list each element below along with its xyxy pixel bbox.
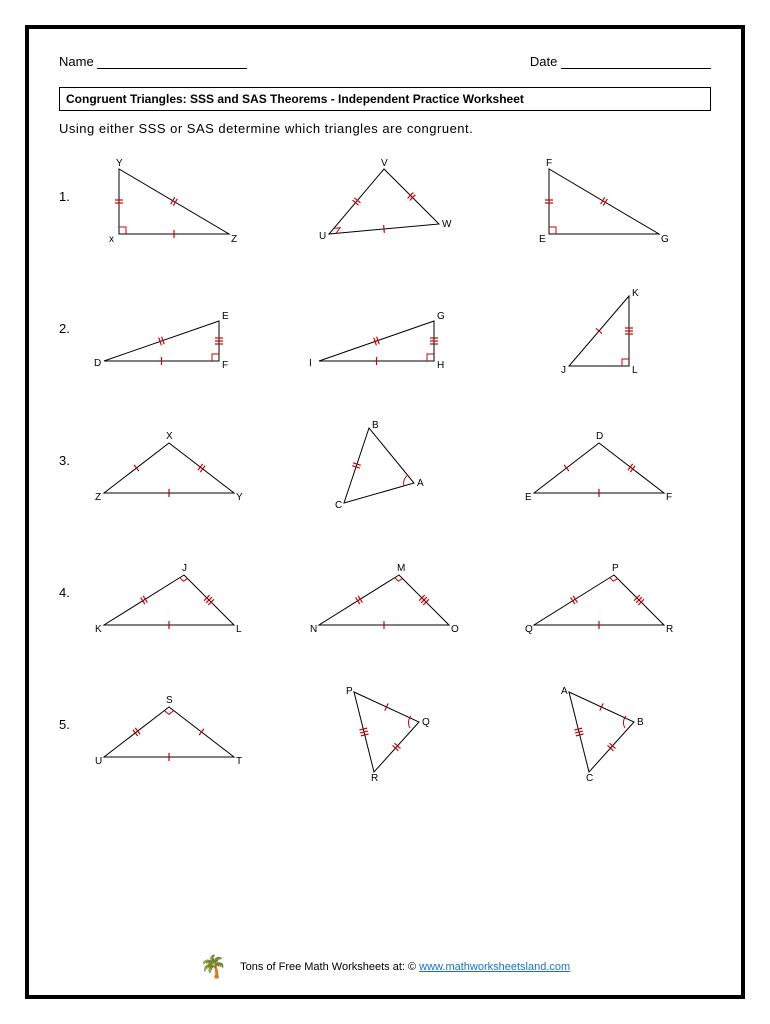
svg-text:T: T [236, 756, 242, 767]
svg-text:A: A [417, 478, 424, 489]
svg-text:O: O [451, 624, 459, 635]
problem-number: 5. [59, 682, 89, 732]
svg-text:I: I [309, 358, 312, 369]
triangle-diagram: V U W [304, 154, 464, 254]
palm-icon: 🌴 [200, 954, 227, 979]
triangle-group: X Z Y B A C D E F [89, 418, 711, 518]
svg-text:D: D [94, 358, 101, 369]
svg-text:R: R [666, 624, 673, 635]
problem-number: 3. [59, 418, 89, 468]
triangle-diagram: A B C [519, 682, 679, 782]
svg-text:B: B [372, 420, 379, 431]
svg-text:Q: Q [422, 717, 430, 728]
problem-row: 4. J K L M N O P Q R [59, 550, 711, 650]
triangle-group: Yx Z V U W F E G [89, 154, 711, 254]
svg-text:K: K [95, 624, 102, 635]
svg-text:F: F [222, 360, 228, 371]
svg-text:E: E [539, 234, 546, 245]
svg-text:G: G [661, 234, 669, 245]
date-field: Date [530, 54, 711, 69]
svg-text:H: H [437, 360, 444, 371]
svg-text:Z: Z [231, 234, 237, 245]
svg-text:E: E [525, 492, 532, 503]
svg-text:Y: Y [116, 158, 123, 169]
problem-row: 5. S U T P Q R A B C [59, 682, 711, 782]
triangle-diagram: X Z Y [89, 418, 249, 518]
svg-text:F: F [666, 492, 672, 503]
problem-number: 1. [59, 154, 89, 204]
svg-text:Y: Y [236, 492, 243, 503]
triangle-diagram: D E F [519, 418, 679, 518]
svg-text:S: S [166, 695, 173, 706]
name-blank[interactable] [97, 57, 247, 69]
svg-text:x: x [109, 234, 114, 245]
svg-text:J: J [561, 365, 566, 376]
svg-text:D: D [596, 431, 603, 442]
triangle-diagram: P Q R [304, 682, 464, 782]
triangle-group: J K L M N O P Q R [89, 550, 711, 650]
svg-text:F: F [546, 158, 552, 169]
svg-text:U: U [319, 231, 326, 242]
svg-text:C: C [335, 500, 342, 511]
problem-row: 2. E D F G I H K J L [59, 286, 711, 386]
svg-text:R: R [371, 773, 378, 782]
svg-text:A: A [561, 686, 568, 697]
svg-text:P: P [346, 686, 353, 697]
triangle-diagram: S U T [89, 682, 249, 782]
triangle-group: E D F G I H K J L [89, 286, 711, 386]
svg-text:K: K [632, 288, 639, 299]
footer-link[interactable]: www.mathworksheetsland.com [419, 961, 570, 973]
worksheet-page: Name Date Congruent Triangles: SSS and S… [25, 25, 745, 999]
problem-number: 4. [59, 550, 89, 600]
triangle-diagram: Yx Z [89, 154, 249, 254]
svg-text:G: G [437, 311, 445, 322]
svg-text:Q: Q [525, 624, 533, 635]
svg-text:W: W [442, 219, 452, 230]
svg-text:J: J [182, 563, 187, 574]
header-row: Name Date [59, 54, 711, 69]
svg-text:P: P [612, 563, 619, 574]
triangle-diagram: P Q R [519, 550, 679, 650]
triangle-group: S U T P Q R A B C [89, 682, 711, 782]
worksheet-title: Congruent Triangles: SSS and SAS Theorem… [59, 87, 711, 111]
date-label: Date [530, 54, 557, 69]
name-field: Name [59, 54, 247, 69]
problem-number: 2. [59, 286, 89, 336]
svg-text:U: U [95, 756, 102, 767]
problem-row: 1. Yx Z V U W F E G [59, 154, 711, 254]
triangle-diagram: B A C [304, 418, 464, 518]
footer: 🌴 Tons of Free Math Worksheets at: © www… [59, 949, 711, 980]
problems-container: 1. Yx Z V U W F E G 2. E D F G I H K J L 3. X Z Y B A C D E F 4… [59, 154, 711, 949]
svg-text:L: L [236, 624, 242, 635]
svg-text:X: X [166, 431, 173, 442]
triangle-diagram: M N O [304, 550, 464, 650]
svg-text:Z: Z [95, 492, 101, 503]
svg-text:L: L [632, 365, 638, 376]
svg-text:E: E [222, 311, 229, 322]
date-blank[interactable] [561, 57, 711, 69]
svg-text:B: B [637, 717, 644, 728]
instruction-text: Using either SSS or SAS determine which … [59, 121, 711, 136]
triangle-diagram: J K L [89, 550, 249, 650]
triangle-diagram: K J L [519, 286, 679, 386]
triangle-diagram: E D F [89, 286, 249, 386]
triangle-diagram: F E G [519, 154, 679, 254]
svg-text:N: N [310, 624, 317, 635]
name-label: Name [59, 54, 94, 69]
problem-row: 3. X Z Y B A C D E F [59, 418, 711, 518]
footer-text: Tons of Free Math Worksheets at: © [240, 961, 419, 973]
svg-text:M: M [397, 563, 405, 574]
svg-text:V: V [381, 158, 388, 169]
triangle-diagram: G I H [304, 286, 464, 386]
svg-text:C: C [586, 773, 593, 782]
